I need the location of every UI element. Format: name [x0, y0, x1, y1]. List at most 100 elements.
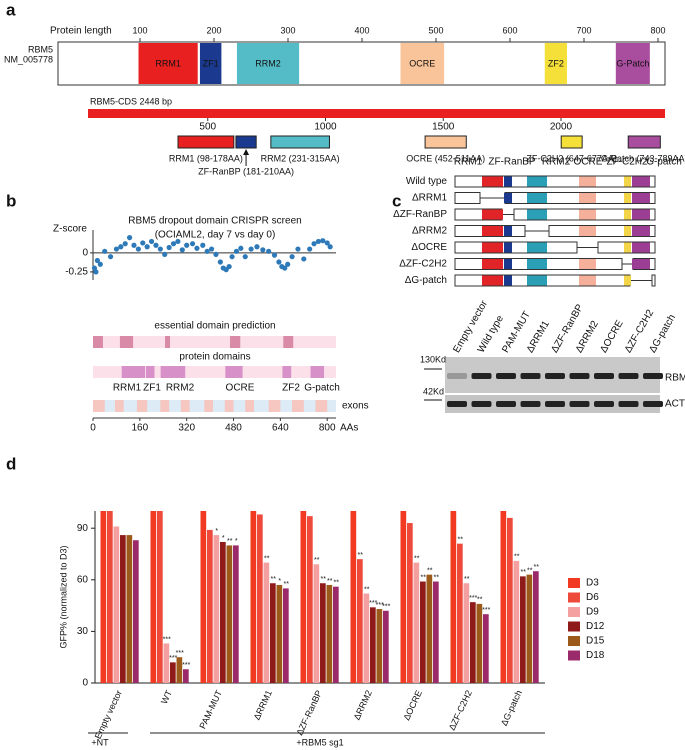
significance: *	[215, 528, 218, 535]
point	[320, 238, 326, 244]
legend-swatch	[568, 636, 580, 646]
construct-domain	[482, 275, 503, 286]
bar	[500, 511, 507, 683]
significance: **	[477, 597, 483, 604]
point	[113, 246, 120, 252]
legend-swatch	[568, 650, 580, 661]
bar	[363, 593, 370, 683]
point	[327, 244, 333, 250]
significance: ***	[376, 602, 384, 609]
construct-domain	[482, 209, 503, 220]
bar	[126, 535, 133, 683]
point	[271, 252, 278, 258]
bar	[213, 535, 220, 683]
bar	[400, 511, 407, 683]
point	[295, 246, 301, 252]
construct-domain	[624, 226, 631, 236]
tick-label: 600	[502, 25, 517, 35]
band	[618, 401, 639, 407]
tick-label: 200	[206, 25, 221, 35]
bar	[463, 583, 470, 683]
construct-name: ΔZF-RanBP	[393, 209, 447, 220]
domain-label: ZF-RanBP (181-210AA)	[198, 166, 294, 176]
cds-label: RBM5-CDS 2448 bp	[90, 96, 172, 106]
significance: **	[521, 569, 527, 576]
bar	[407, 523, 413, 683]
domain-name: ZF1	[203, 58, 219, 68]
track-segment	[119, 336, 134, 348]
chart-subtitle: (OCIAML2, day 7 vs day 0)	[155, 230, 276, 241]
bar	[250, 511, 257, 683]
bar	[307, 516, 313, 683]
construct-domain	[504, 242, 512, 253]
band	[594, 373, 614, 379]
bar	[483, 614, 489, 683]
bar	[300, 511, 307, 683]
point	[307, 246, 313, 252]
point	[194, 245, 200, 251]
significance: **	[314, 557, 320, 564]
bar	[450, 511, 457, 683]
domain-box	[560, 135, 583, 149]
point	[233, 248, 240, 254]
construct-domain	[579, 226, 596, 236]
construct-domain	[504, 193, 512, 203]
point	[311, 241, 317, 247]
track-label: exons	[342, 401, 369, 412]
construct-name: ΔOCRE	[411, 242, 447, 253]
point	[324, 240, 330, 246]
domain-name: G-patch	[304, 383, 340, 394]
bar	[326, 584, 333, 683]
cds-bar	[88, 109, 665, 118]
point	[285, 261, 291, 267]
domain-header: RRM1	[454, 157, 483, 168]
significance: *	[222, 535, 225, 542]
marker-label: 130Kd	[420, 354, 446, 364]
bar	[276, 584, 283, 683]
significance: ***	[176, 650, 184, 657]
domain-box	[627, 135, 661, 149]
x-axis-label: AAs	[340, 423, 358, 434]
construct-box	[454, 192, 481, 204]
point	[266, 248, 272, 254]
point	[315, 238, 322, 245]
x-tick-label: 160	[131, 423, 148, 434]
domain-header: RRM2	[542, 157, 571, 168]
track-segment	[160, 366, 186, 378]
construct-domain	[624, 176, 631, 187]
track-segment	[165, 336, 170, 348]
bar	[226, 545, 233, 683]
chart-title: RBM5 dropout domain CRISPR screen	[128, 216, 301, 227]
significance: **	[358, 552, 364, 559]
construct-domain	[504, 226, 512, 236]
significance: **	[514, 554, 520, 561]
track-segment	[160, 400, 170, 412]
domain-box	[177, 135, 235, 149]
legend-label: D15	[586, 636, 605, 647]
construct-domain	[482, 226, 503, 236]
band	[545, 373, 565, 379]
point	[242, 254, 248, 260]
band	[447, 373, 467, 379]
bar	[107, 511, 113, 683]
bar	[263, 562, 270, 683]
x-tick-label: 320	[178, 423, 195, 434]
domain-label: G-Patch (743-789AA)	[601, 153, 685, 163]
bar	[220, 541, 226, 683]
accession: NM_005778	[4, 54, 53, 64]
bar	[183, 669, 189, 683]
bar	[100, 511, 107, 683]
significance: **	[334, 580, 340, 587]
bar	[207, 529, 213, 683]
y-tick-label: 90	[77, 523, 89, 534]
significance: ***	[382, 604, 390, 611]
bar	[170, 662, 176, 683]
bar	[526, 574, 533, 683]
y-tick-label: 0	[82, 678, 88, 689]
band	[569, 401, 590, 407]
domain-name: RRM1	[155, 58, 181, 68]
panel-label: d	[6, 454, 16, 473]
bar	[163, 643, 170, 683]
significance: *	[235, 538, 238, 545]
point	[204, 248, 210, 254]
